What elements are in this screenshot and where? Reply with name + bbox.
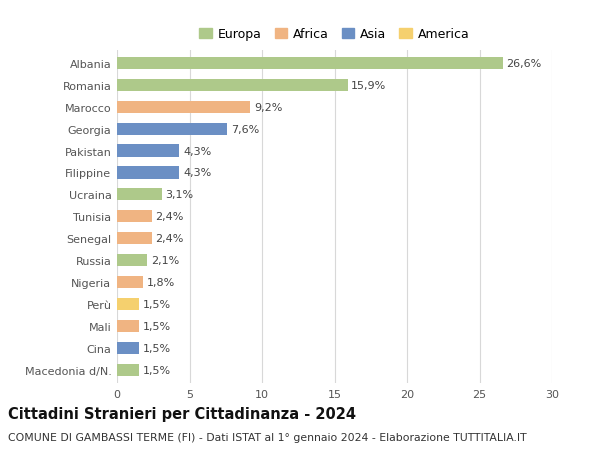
Text: 1,5%: 1,5% — [142, 343, 170, 353]
Text: 1,5%: 1,5% — [142, 365, 170, 375]
Bar — [117, 145, 179, 157]
Bar — [117, 298, 139, 310]
Bar — [117, 58, 503, 70]
Text: 4,3%: 4,3% — [183, 146, 211, 156]
Text: 2,4%: 2,4% — [155, 212, 184, 222]
Text: COMUNE DI GAMBASSI TERME (FI) - Dati ISTAT al 1° gennaio 2024 - Elaborazione TUT: COMUNE DI GAMBASSI TERME (FI) - Dati IST… — [8, 432, 526, 442]
Text: 1,8%: 1,8% — [147, 278, 175, 287]
Text: 4,3%: 4,3% — [183, 168, 211, 178]
Text: 26,6%: 26,6% — [506, 59, 542, 68]
Text: 2,1%: 2,1% — [151, 256, 179, 266]
Bar — [117, 342, 139, 354]
Bar — [117, 101, 250, 113]
Bar — [117, 364, 139, 376]
Bar — [117, 276, 143, 289]
Text: 15,9%: 15,9% — [351, 80, 386, 90]
Bar — [117, 167, 179, 179]
Text: 2,4%: 2,4% — [155, 234, 184, 244]
Text: 7,6%: 7,6% — [231, 124, 259, 134]
Legend: Europa, Africa, Asia, America: Europa, Africa, Asia, America — [194, 23, 475, 46]
Bar — [117, 255, 148, 267]
Text: 1,5%: 1,5% — [142, 321, 170, 331]
Text: 1,5%: 1,5% — [142, 299, 170, 309]
Bar — [117, 79, 347, 91]
Bar — [117, 211, 152, 223]
Text: 3,1%: 3,1% — [166, 190, 194, 200]
Bar — [117, 123, 227, 135]
Text: Cittadini Stranieri per Cittadinanza - 2024: Cittadini Stranieri per Cittadinanza - 2… — [8, 406, 356, 421]
Bar — [117, 189, 162, 201]
Bar — [117, 233, 152, 245]
Text: 9,2%: 9,2% — [254, 102, 283, 112]
Bar — [117, 320, 139, 332]
